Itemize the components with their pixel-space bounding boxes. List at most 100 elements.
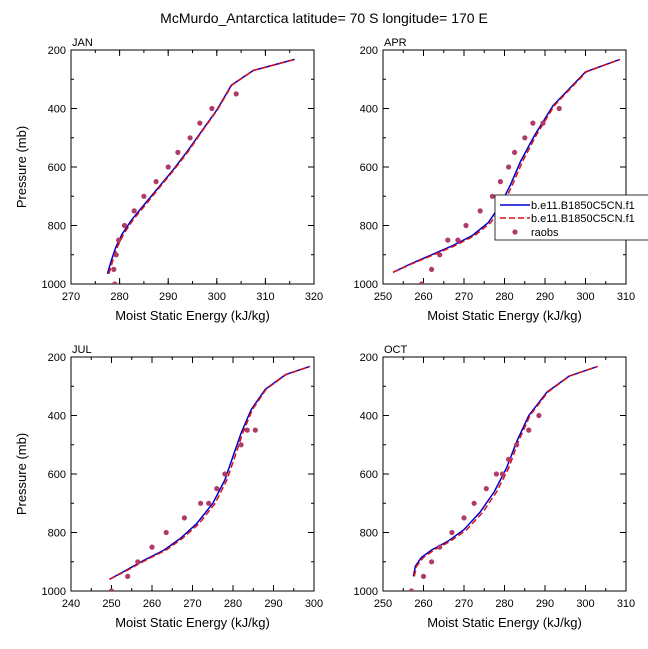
obs-point	[449, 529, 455, 536]
obs-point	[506, 164, 512, 170]
obs-point	[556, 105, 562, 112]
legend-entry: b.e11.B1850C5CN.f1	[531, 213, 635, 225]
x-tick-label: 260	[414, 598, 432, 610]
y-tick-label: 400	[360, 411, 378, 423]
y-tick-label: 400	[360, 104, 378, 116]
obs-point	[125, 573, 131, 580]
y-tick-label: 1000	[42, 586, 66, 598]
obs-point	[187, 135, 193, 141]
x-tick-label: 280	[495, 291, 513, 303]
series-line-solid	[109, 365, 311, 580]
obs-point	[522, 135, 528, 141]
x-tick-label: 310	[617, 291, 635, 303]
legend-marker	[512, 229, 518, 235]
obs-point	[209, 105, 215, 112]
obs-point	[429, 266, 435, 272]
obs-point	[135, 559, 141, 565]
obs-point	[206, 500, 212, 506]
obs-point	[530, 120, 536, 126]
obs-point	[499, 471, 506, 477]
obs-point	[445, 237, 451, 243]
obs-point	[165, 164, 171, 170]
y-axis-label: Pressure (mb)	[14, 126, 29, 208]
x-axis-label: Moist Static Energy (kJ/kg)	[427, 615, 582, 630]
obs-point	[489, 193, 495, 199]
obs-point	[222, 471, 228, 477]
y-tick-label: 800	[360, 528, 378, 540]
x-tick-label: 300	[576, 598, 594, 610]
x-tick-label: 290	[536, 598, 554, 610]
obs-point	[497, 179, 503, 185]
obs-point	[506, 456, 512, 462]
x-tick-label: 280	[110, 291, 128, 303]
panel-label: JUL	[72, 344, 92, 356]
x-tick-label: 310	[256, 291, 274, 303]
legend-entry: raobs	[531, 227, 559, 239]
x-tick-label: 260	[414, 291, 432, 303]
x-tick-label: 280	[495, 598, 513, 610]
obs-point	[197, 120, 203, 126]
series-line-dashed	[109, 365, 311, 580]
x-tick-label: 240	[62, 598, 80, 610]
y-tick-label: 400	[48, 411, 66, 423]
y-tick-label: 1000	[354, 586, 378, 598]
x-tick-label: 270	[62, 291, 80, 303]
panel-apr: APR 250 260 270 280 290 300 310 200 400 600 800 1000…	[354, 37, 636, 323]
x-tick-label: 250	[374, 598, 392, 610]
y-tick-label: 600	[48, 469, 66, 481]
figure-title: McMurdo_Antarctica latitude= 70 S longit…	[160, 10, 488, 26]
obs-point	[198, 500, 204, 506]
y-tick-label: 200	[48, 45, 66, 57]
obs-point	[463, 222, 469, 229]
obs-point	[141, 193, 147, 199]
x-tick-label: 270	[455, 291, 473, 303]
x-tick-label: 270	[183, 598, 201, 610]
obs-point	[471, 500, 477, 506]
obs-point	[437, 544, 443, 550]
obs-point	[477, 208, 483, 214]
y-tick-label: 200	[48, 352, 66, 364]
y-tick-label: 400	[48, 104, 66, 116]
obs-point	[111, 266, 117, 272]
obs-point	[540, 120, 546, 126]
obs-point	[112, 281, 118, 284]
obs-point	[493, 471, 499, 477]
obs-point	[175, 149, 181, 155]
plot-frame	[70, 356, 315, 592]
x-tick-label: 320	[305, 291, 323, 303]
plot-frame	[70, 49, 315, 285]
y-tick-label: 1000	[42, 279, 66, 291]
obs-point	[121, 222, 128, 229]
y-tick-label: 800	[360, 221, 378, 233]
obs-point	[149, 544, 155, 550]
y-tick-label: 200	[360, 45, 378, 57]
y-tick-label: 600	[360, 469, 378, 481]
x-axis-label: Moist Static Energy (kJ/kg)	[115, 308, 270, 323]
obs-point	[418, 281, 425, 284]
y-tick-label: 1000	[354, 279, 378, 291]
x-tick-label: 290	[536, 291, 554, 303]
x-tick-label: 290	[159, 291, 177, 303]
y-tick-label: 600	[48, 162, 66, 174]
y-tick-label: 600	[360, 162, 378, 174]
panel-jan: JAN 270 280 290 300 310 320 200 400 600 800 1000 Moi…	[14, 37, 323, 323]
obs-point	[536, 412, 542, 419]
y-tick-label: 800	[48, 528, 66, 540]
obs-point	[214, 486, 220, 492]
obs-point	[244, 427, 250, 433]
obs-point	[153, 179, 159, 185]
obs-point	[429, 559, 435, 565]
x-tick-label: 300	[208, 291, 226, 303]
x-tick-label: 270	[455, 598, 473, 610]
panel-label: OCT	[384, 344, 408, 356]
x-tick-label: 300	[305, 598, 323, 610]
obs-point	[461, 515, 467, 521]
obs-point	[131, 208, 137, 214]
x-tick-label: 250	[374, 291, 392, 303]
x-tick-label: 290	[264, 598, 282, 610]
obs-point	[455, 237, 461, 243]
legend: b.e11.B1850C5CN.f1b.e11.B1850C5CN.f1 raob…	[494, 194, 648, 241]
x-axis-label: Moist Static Energy (kJ/kg)	[427, 308, 582, 323]
legend-entry: b.e11.B1850C5CN.f1	[531, 200, 635, 212]
y-tick-label: 800	[48, 221, 66, 233]
